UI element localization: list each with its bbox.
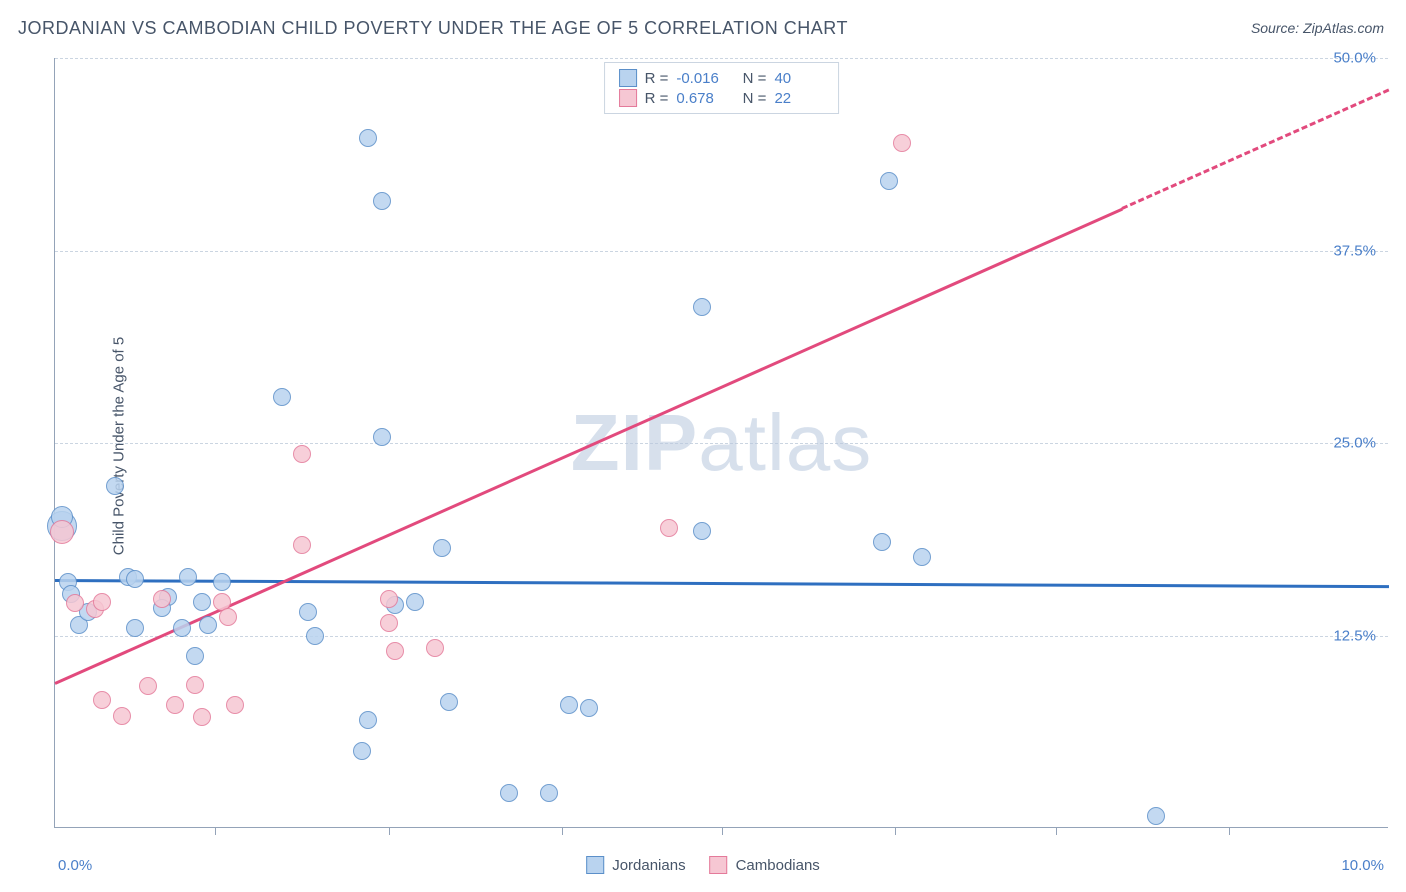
y-tick-label: 37.5% (1333, 242, 1376, 259)
data-point (406, 593, 424, 611)
y-tick-label: 50.0% (1333, 50, 1376, 67)
data-point (693, 298, 711, 316)
data-point (153, 590, 171, 608)
data-point (186, 647, 204, 665)
legend-swatch (710, 856, 728, 874)
y-tick-label: 25.0% (1333, 435, 1376, 452)
stat-r-value: -0.016 (676, 70, 726, 87)
trend-line (55, 579, 1389, 588)
data-point (693, 522, 711, 540)
x-axis-max-label: 10.0% (1341, 857, 1384, 874)
data-point (226, 696, 244, 714)
x-axis-min-label: 0.0% (58, 857, 92, 874)
x-tick (215, 827, 216, 835)
data-point (353, 742, 371, 760)
data-point (213, 573, 231, 591)
data-point (913, 548, 931, 566)
gridline (55, 251, 1388, 252)
data-point (359, 129, 377, 147)
chart-title: JORDANIAN VS CAMBODIAN CHILD POVERTY UND… (18, 18, 848, 39)
legend-swatch (619, 69, 637, 87)
data-point (299, 603, 317, 621)
data-point (219, 608, 237, 626)
data-point (560, 696, 578, 714)
legend-label: Cambodians (736, 857, 820, 874)
data-point (93, 691, 111, 709)
stat-r-value: 0.678 (676, 90, 726, 107)
data-point (126, 619, 144, 637)
data-point (306, 627, 324, 645)
stat-n-value: 22 (774, 90, 824, 107)
data-point (126, 570, 144, 588)
x-tick (722, 827, 723, 835)
data-point (873, 533, 891, 551)
stat-n-label: N = (734, 90, 766, 107)
data-point (880, 172, 898, 190)
legend-item: Cambodians (710, 856, 820, 874)
data-point (500, 784, 518, 802)
data-point (893, 134, 911, 152)
trend-line (1122, 89, 1390, 210)
data-point (179, 568, 197, 586)
x-tick (1056, 827, 1057, 835)
data-point (166, 696, 184, 714)
y-tick-label: 12.5% (1333, 627, 1376, 644)
stats-row: R = -0.016 N = 40 (619, 69, 825, 87)
data-point (193, 708, 211, 726)
plot-area: 12.5%25.0%37.5%50.0%ZIPatlasR =-0.016 N … (54, 58, 1388, 828)
gridline (55, 58, 1388, 59)
stats-box: R = -0.016 N = 40 R = 0.678 N = 22 (604, 62, 840, 114)
data-point (93, 593, 111, 611)
data-point (380, 590, 398, 608)
data-point (186, 676, 204, 694)
data-point (433, 539, 451, 557)
legend-swatch (586, 856, 604, 874)
stat-r-label: R = (645, 90, 669, 107)
x-tick (1229, 827, 1230, 835)
data-point (359, 711, 377, 729)
legend-label: Jordanians (612, 857, 685, 874)
data-point (293, 536, 311, 554)
data-point (293, 445, 311, 463)
data-point (380, 614, 398, 632)
data-point (386, 642, 404, 660)
data-point (193, 593, 211, 611)
data-point (199, 616, 217, 634)
stat-n-label: N = (734, 70, 766, 87)
x-tick (562, 827, 563, 835)
legend-swatch (619, 89, 637, 107)
data-point (66, 594, 84, 612)
stat-n-value: 40 (774, 70, 824, 87)
data-point (273, 388, 291, 406)
stat-r-label: R = (645, 70, 669, 87)
data-point (373, 428, 391, 446)
data-point (50, 520, 74, 544)
data-point (139, 677, 157, 695)
legend: Jordanians Cambodians (586, 856, 820, 874)
gridline (55, 636, 1388, 637)
data-point (106, 477, 124, 495)
data-point (580, 699, 598, 717)
x-tick (389, 827, 390, 835)
trend-line (54, 208, 1122, 685)
gridline (55, 443, 1388, 444)
data-point (373, 192, 391, 210)
stats-row: R = 0.678 N = 22 (619, 89, 825, 107)
legend-item: Jordanians (586, 856, 685, 874)
data-point (173, 619, 191, 637)
data-point (440, 693, 458, 711)
data-point (113, 707, 131, 725)
data-point (660, 519, 678, 537)
x-tick (895, 827, 896, 835)
data-point (426, 639, 444, 657)
data-point (540, 784, 558, 802)
source-attribution: Source: ZipAtlas.com (1251, 20, 1384, 36)
data-point (1147, 807, 1165, 825)
